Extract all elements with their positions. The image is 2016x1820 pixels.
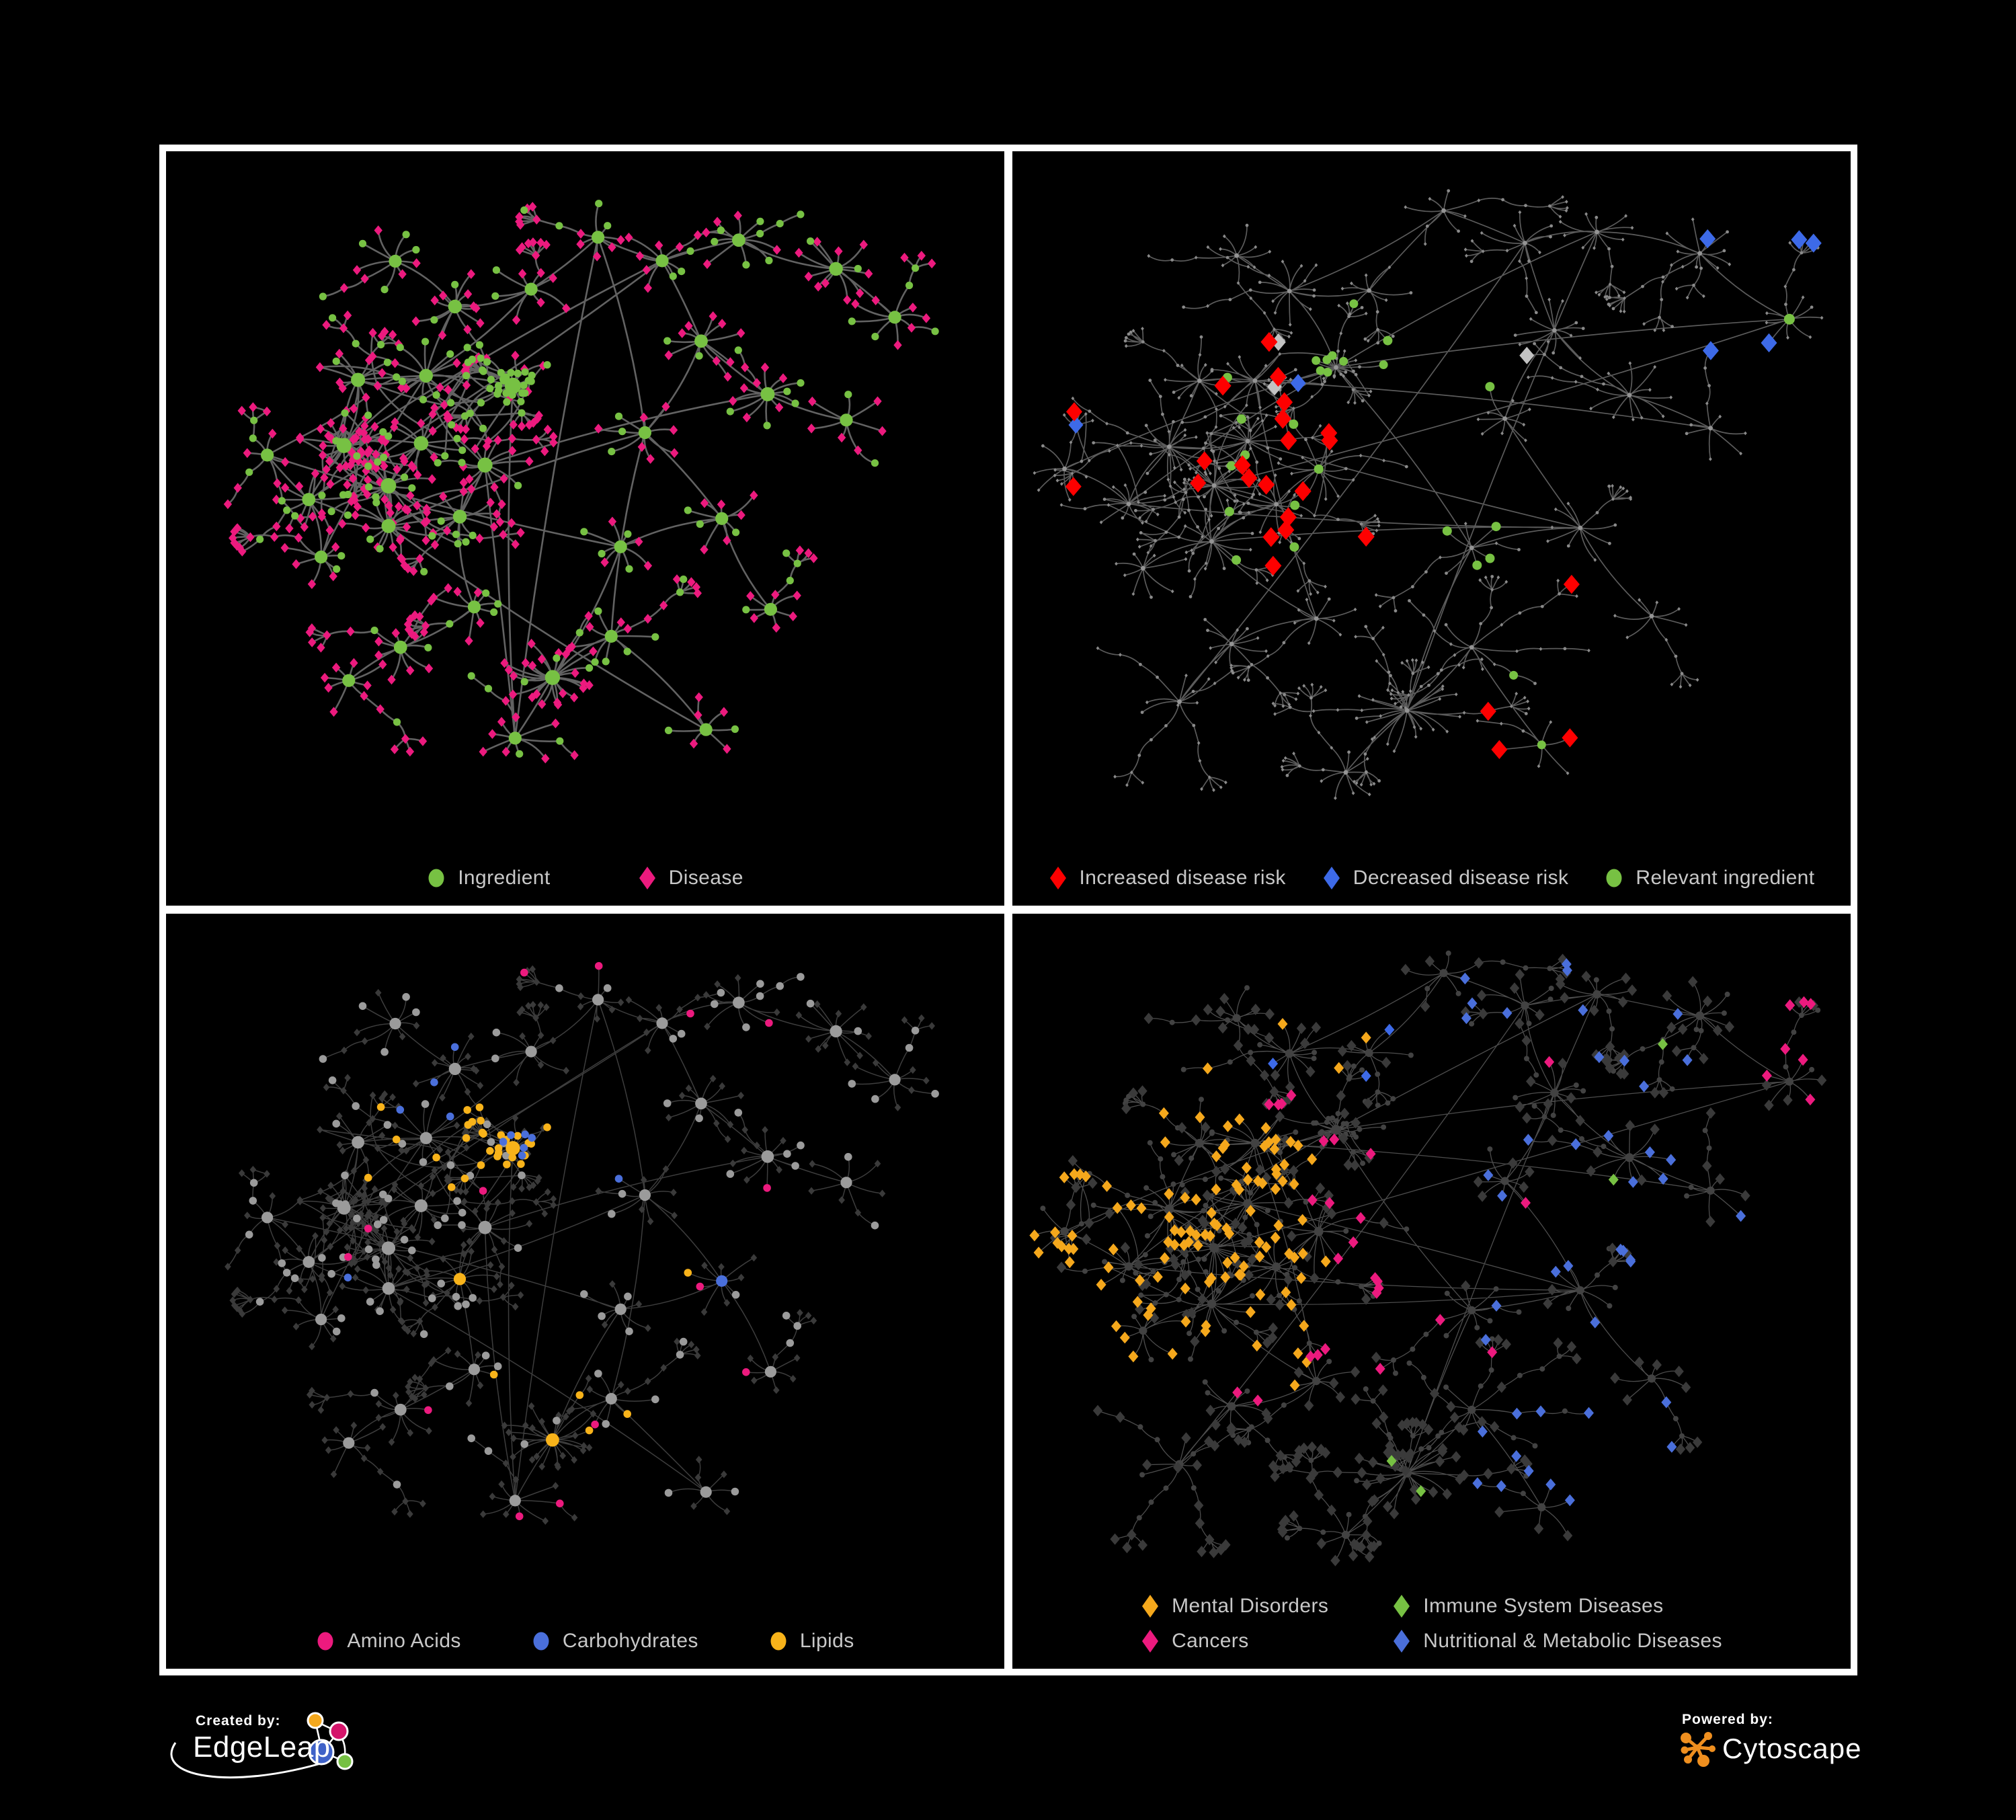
network-disease-categories [1029, 950, 1827, 1567]
cytoscape-credit: Powered by: Cytoscape [1678, 1709, 1880, 1796]
network-edges [1034, 190, 1822, 799]
network-nodes-diamond [1290, 229, 1822, 393]
legend-label: Amino Acids [347, 1630, 461, 1652]
legend-label: Carbohydrates [562, 1630, 698, 1652]
legend-label: Cancers [1172, 1630, 1249, 1652]
edgeleap-brand-text: EdgeLeap [193, 1731, 331, 1764]
network-nodes-circle [245, 973, 939, 1507]
network-edges [1034, 953, 1822, 1561]
edgeleap-logo-node-blue [308, 1739, 335, 1766]
network-nodes-diamond [225, 965, 936, 1525]
legend-label: Disease [668, 867, 743, 889]
legend-item-ingredient-classes-2: Lipids [769, 1628, 854, 1654]
network-edges [227, 965, 936, 1521]
legend-label: Nutritional & Metabolic Diseases [1423, 1630, 1722, 1652]
network-nodes-circle [1060, 969, 1793, 1539]
legend-diamond-icon [1394, 1630, 1410, 1653]
panel-ingredient-classes: Amino Acids Carbohydrates Lipids [166, 914, 1004, 1669]
legend-diamond-icon [1323, 867, 1340, 889]
legend-diamond-icon [1142, 1595, 1159, 1618]
network-nodes-circle [245, 200, 939, 758]
network-ingredient-classes [225, 961, 939, 1525]
legend-circle-icon [317, 1632, 333, 1651]
legend-item-disease-categories-1: Immune System Diseases [1392, 1593, 1722, 1619]
network-nodes-circle [364, 1103, 692, 1447]
network-edges [227, 203, 936, 759]
cytoscape-logo [1681, 1732, 1716, 1767]
legend-item-disease-risk-0: Increased disease risk [1049, 865, 1286, 891]
legend-circle-icon [533, 1632, 549, 1651]
network-ingredient-disease [223, 200, 939, 764]
legend-item-disease-categories-0: Mental Disorders [1141, 1593, 1328, 1619]
edgeleap-logo [170, 1712, 354, 1779]
legend-label: Immune System Diseases [1423, 1595, 1664, 1617]
network-nodes-diamond [1068, 416, 1084, 434]
network-nodes-circle [344, 961, 773, 1521]
legend-circle-icon [1606, 869, 1622, 887]
legend-disease-categories: Mental Disorders Immune System Diseases Ca… [1012, 1593, 1851, 1654]
legend-diamond-icon [639, 867, 655, 889]
network-nodes-circle [1222, 299, 1795, 750]
edgeleap-credit: Created by: EdgeLeap [165, 1709, 514, 1810]
cytoscape-brand-row: Cytoscape [1678, 1729, 1861, 1768]
legend-item-disease-risk-1: Decreased disease risk [1322, 865, 1569, 891]
network-nodes-circle [344, 1043, 728, 1287]
panel-disease-risk: Increased disease risk Decreased disease … [1012, 151, 1851, 906]
network-nodes-diamond [1459, 958, 1746, 1507]
legend-item-disease-categories-2: Cancers [1141, 1628, 1328, 1654]
legend-label: Decreased disease risk [1353, 867, 1569, 889]
legend-label: Increased disease risk [1079, 867, 1286, 889]
legend-item-disease-categories-3: Nutritional & Metabolic Diseases [1392, 1628, 1722, 1654]
legend-label: Lipids [799, 1630, 854, 1652]
cytoscape-logo-edges [1684, 1735, 1713, 1762]
network-nodes-circle [1040, 950, 1821, 1546]
legend-circle-icon [428, 869, 444, 887]
network-nodes-diamond [223, 202, 936, 764]
legend-diamond-icon [1142, 1630, 1159, 1653]
legend-circle-icon [770, 1632, 787, 1651]
legend-ingredient-disease: Ingredient Disease [166, 865, 1004, 891]
created-by-label: Created by: [196, 1713, 281, 1729]
edgeleap-swoosh [170, 1742, 328, 1779]
legend-item-ingredient-classes-0: Amino Acids [316, 1628, 460, 1654]
panel-disease-categories: Mental Disorders Immune System Diseases Ca… [1012, 914, 1851, 1669]
network-nodes-circle [1062, 208, 1713, 775]
legend-ingredient-classes: Amino Acids Carbohydrates Lipids [166, 1628, 1004, 1654]
legend-label: Relevant ingredient [1636, 867, 1815, 889]
network-nodes-diamond [1232, 996, 1816, 1407]
edgeleap-logo-node-pink [329, 1721, 349, 1741]
cytoscape-logo-nodes [1681, 1732, 1716, 1767]
cytoscape-brand-text: Cytoscape [1722, 1733, 1862, 1764]
powered-by-label: Powered by: [1682, 1712, 1773, 1727]
edgeleap-logo-edges [314, 1720, 346, 1762]
legend-disease-risk: Increased disease risk Decreased disease … [1012, 865, 1851, 891]
legend-diamond-icon [1049, 867, 1066, 889]
panel-ingredient-disease: Ingredient Disease [166, 151, 1004, 906]
network-nodes-circle [261, 231, 901, 745]
legend-label: Ingredient [458, 867, 551, 889]
legend-diamond-icon [1394, 1595, 1410, 1618]
legend-item-ingredient-disease-1: Disease [638, 865, 743, 891]
legend-label: Mental Disorders [1172, 1595, 1329, 1617]
legend-item-disease-risk-2: Relevant ingredient [1605, 865, 1814, 891]
edgeleap-logo-node-green [336, 1753, 354, 1770]
legend-item-ingredient-classes-1: Carbohydrates [532, 1628, 698, 1654]
network-disease-risk [1033, 189, 1824, 800]
panels-frame: Ingredient Disease Increased disease risk… [159, 145, 1857, 1675]
network-nodes-diamond [1029, 1018, 1371, 1392]
legend-item-ingredient-disease-0: Ingredient [427, 865, 550, 891]
edgeleap-logo-node-orange [307, 1712, 324, 1729]
